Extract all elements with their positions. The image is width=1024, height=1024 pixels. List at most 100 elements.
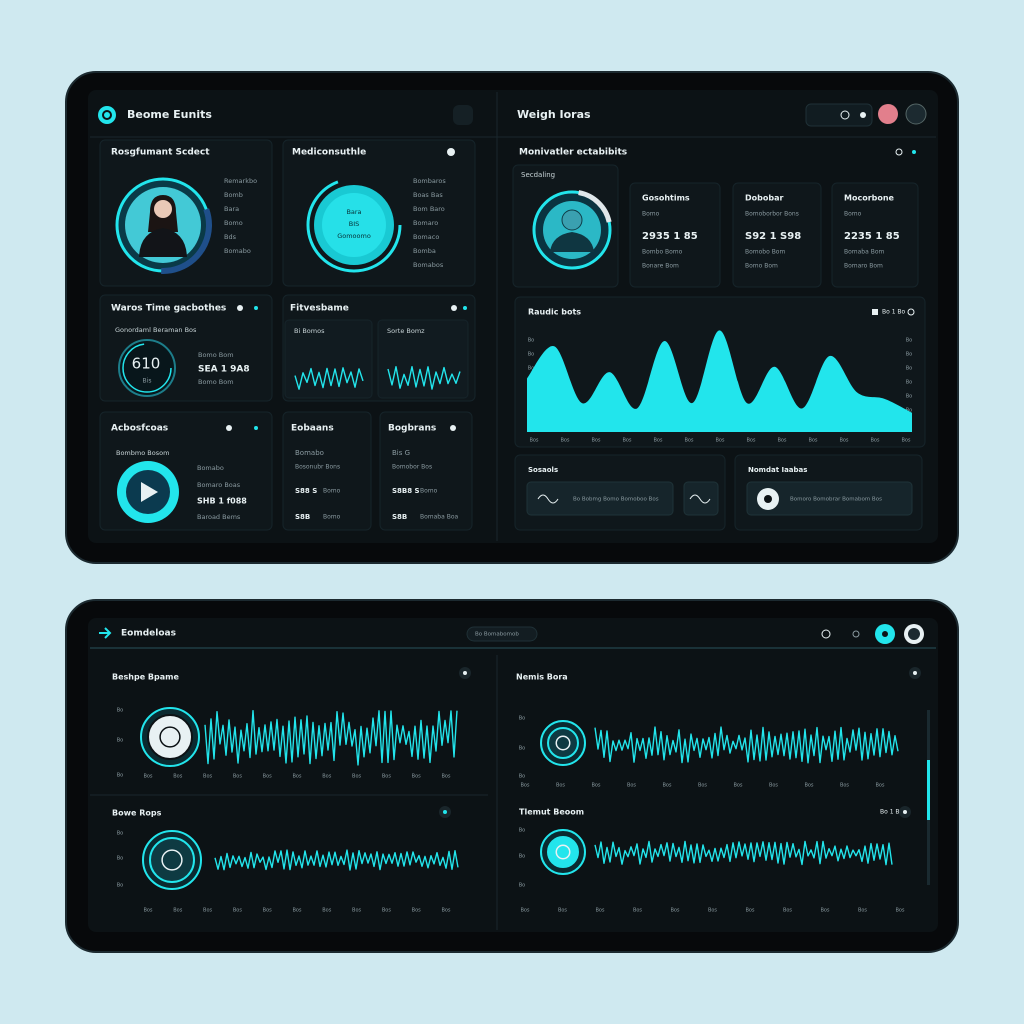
metric-value: 2235 1 85 bbox=[844, 231, 900, 242]
label: Bos bbox=[382, 774, 391, 780]
icon bbox=[159, 726, 181, 748]
label: S88 S bbox=[295, 487, 317, 495]
icon bbox=[161, 849, 183, 871]
avatar-face bbox=[154, 200, 172, 218]
label: Bos bbox=[173, 774, 182, 780]
panel-title: Bowe Rops bbox=[112, 809, 162, 818]
label: Bos bbox=[627, 783, 636, 789]
label: Bos bbox=[733, 783, 742, 789]
icon bbox=[306, 177, 402, 273]
label: S8B8 S bbox=[392, 487, 420, 495]
header-title: Eomdeloas bbox=[121, 629, 176, 639]
label: S8B bbox=[295, 513, 310, 521]
chip[interactable] bbox=[683, 481, 719, 516]
label: Bos bbox=[558, 908, 567, 914]
icon bbox=[322, 193, 386, 257]
label: Bomaco bbox=[413, 233, 439, 241]
icon bbox=[555, 844, 571, 860]
label: Bo bbox=[528, 338, 535, 344]
icon bbox=[226, 425, 232, 431]
label: Bara bbox=[346, 208, 361, 216]
label: Bos bbox=[746, 438, 755, 444]
back-arrow[interactable] bbox=[99, 627, 112, 639]
waveform bbox=[594, 726, 899, 764]
label: Bos bbox=[556, 783, 565, 789]
icon bbox=[102, 110, 112, 120]
icon bbox=[122, 343, 172, 393]
label: Bomaro bbox=[413, 219, 438, 227]
waveform bbox=[214, 849, 459, 871]
label: Bombo Bomo bbox=[642, 249, 683, 256]
label: Bos bbox=[745, 908, 754, 914]
card-title: Bogbrans bbox=[388, 424, 436, 434]
label: Bo bbox=[906, 352, 913, 358]
label: Bi Bomos bbox=[294, 327, 325, 335]
label: Bos bbox=[441, 774, 450, 780]
screen-bottom bbox=[88, 618, 938, 932]
search-field[interactable] bbox=[466, 626, 538, 642]
icon bbox=[912, 150, 916, 154]
label: Bomabo bbox=[295, 449, 324, 457]
card-title: Mediconsuthle bbox=[292, 148, 366, 158]
label: Bo bbox=[906, 394, 913, 400]
label: SHB 1 f088 bbox=[197, 497, 247, 506]
icon bbox=[547, 727, 579, 759]
card-title: Rosgfumant Scdect bbox=[111, 148, 210, 158]
chip[interactable] bbox=[526, 481, 674, 516]
label: Bo bbox=[519, 746, 526, 752]
avatar-face bbox=[561, 209, 583, 231]
label: Bomaba Boa bbox=[420, 514, 458, 521]
icon-button[interactable] bbox=[453, 105, 473, 125]
play-button[interactable] bbox=[141, 482, 158, 502]
label: Bos bbox=[870, 438, 879, 444]
label: Boas Bas bbox=[413, 191, 443, 199]
label: Bomaro Bom bbox=[844, 263, 883, 270]
label: Baroad Bems bbox=[197, 513, 241, 521]
label: Gonordaml Beraman Bos bbox=[115, 326, 197, 334]
label: Bos bbox=[322, 774, 331, 780]
label: Bos bbox=[591, 438, 600, 444]
label: Bos bbox=[520, 908, 529, 914]
icon bbox=[98, 106, 116, 124]
icon-button[interactable] bbox=[447, 148, 455, 156]
label: Bos bbox=[858, 908, 867, 914]
label: Bo bbox=[117, 831, 124, 837]
icon bbox=[531, 189, 613, 271]
icon bbox=[450, 425, 456, 431]
label: Bos bbox=[352, 774, 361, 780]
icon bbox=[463, 306, 467, 310]
label: Bos bbox=[292, 774, 301, 780]
icon[interactable] bbox=[852, 630, 860, 638]
label: Bos bbox=[441, 908, 450, 914]
search-field[interactable] bbox=[805, 103, 873, 127]
label: Bos bbox=[595, 908, 604, 914]
label: Bonare Bom bbox=[642, 263, 679, 270]
settings-button[interactable] bbox=[905, 103, 927, 125]
metric-title: Gosohtims bbox=[642, 194, 690, 203]
metric-value: S92 1 S98 bbox=[745, 231, 801, 242]
label: Bomo bbox=[420, 488, 438, 495]
label: Bo bbox=[519, 883, 526, 889]
card-title: Fitvesbame bbox=[290, 304, 349, 314]
label: Bos bbox=[875, 783, 884, 789]
card-title: Nomdat Iaabas bbox=[748, 466, 807, 474]
label: Bos bbox=[633, 908, 642, 914]
label: Bo bbox=[117, 883, 124, 889]
avatar-button[interactable] bbox=[878, 104, 898, 124]
label: Bomo bbox=[844, 211, 862, 218]
label: Bos bbox=[560, 438, 569, 444]
chip[interactable] bbox=[746, 481, 913, 516]
metric-title: Dobobar bbox=[745, 194, 783, 203]
avatar-body bbox=[139, 228, 187, 257]
label: Bo bbox=[528, 366, 535, 372]
avatar-body bbox=[550, 232, 594, 252]
label: Bos bbox=[263, 908, 272, 914]
label: Bo bbox=[906, 380, 913, 386]
scrollbar-thumb[interactable] bbox=[927, 760, 930, 820]
label: Bos bbox=[412, 908, 421, 914]
icon[interactable] bbox=[821, 629, 831, 639]
label: Bos bbox=[233, 908, 242, 914]
label: Bos bbox=[529, 438, 538, 444]
icon bbox=[451, 305, 457, 311]
label: Bos bbox=[322, 908, 331, 914]
